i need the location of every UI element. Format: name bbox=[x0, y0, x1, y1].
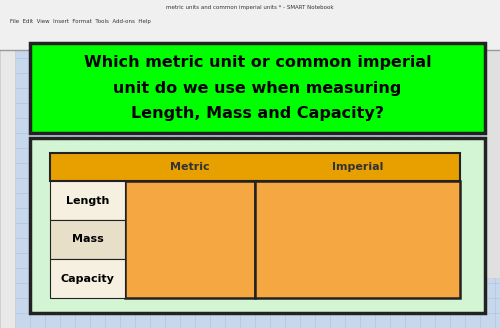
Text: File  Edit  View  Insert  Format  Tools  Add-ons  Help: File Edit View Insert Format Tools Add-o… bbox=[10, 18, 151, 24]
Text: Length: Length bbox=[66, 195, 109, 206]
Bar bbox=[50, 259, 125, 298]
Text: metric units and common imperial units * - SMART Notebook: metric units and common imperial units *… bbox=[166, 6, 334, 10]
Text: Capacity: Capacity bbox=[60, 274, 114, 283]
Bar bbox=[125, 181, 255, 298]
Bar bbox=[50, 181, 125, 220]
Bar bbox=[0, 50, 15, 328]
Bar bbox=[50, 153, 460, 181]
Text: Mass: Mass bbox=[72, 235, 104, 244]
Bar bbox=[0, 0, 500, 50]
Bar bbox=[30, 138, 485, 313]
Text: Metric: Metric bbox=[170, 162, 210, 172]
Bar bbox=[50, 220, 125, 259]
Bar bbox=[485, 50, 500, 278]
Text: Length, Mass and Capacity?: Length, Mass and Capacity? bbox=[131, 106, 384, 121]
Text: unit do we use when measuring: unit do we use when measuring bbox=[114, 80, 402, 95]
Text: Imperial: Imperial bbox=[332, 162, 383, 172]
Bar bbox=[30, 43, 485, 133]
Bar bbox=[255, 181, 460, 298]
Text: Which metric unit or common imperial: Which metric unit or common imperial bbox=[84, 55, 432, 70]
